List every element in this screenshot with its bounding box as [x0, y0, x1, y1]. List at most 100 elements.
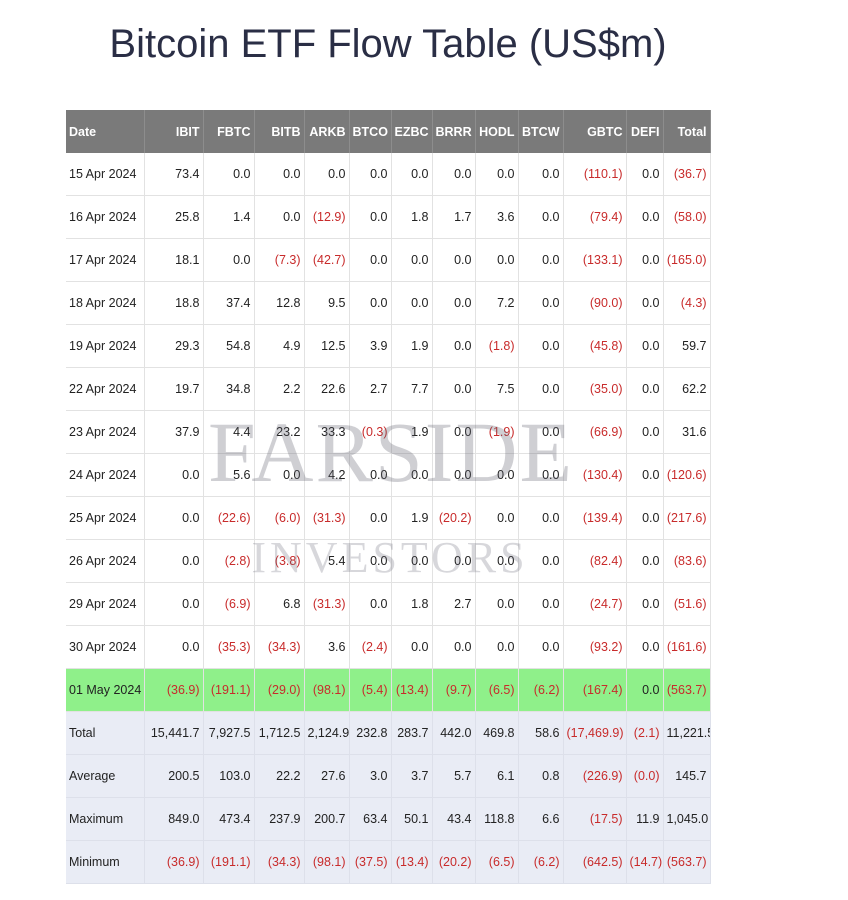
column-header-gbtc: GBTC — [563, 110, 627, 153]
cell-total: (51.6) — [663, 582, 711, 626]
cell-ibit: 29.3 — [144, 324, 204, 368]
cell-arkb: (31.3) — [304, 582, 350, 626]
header-row: Date IBIT FBTC BITB ARKB BTCO EZBC BRRR HODL BTCW… — [66, 110, 711, 153]
cell-ibit: 0.0 — [144, 625, 204, 669]
row-label: 01 May 2024 — [66, 668, 145, 712]
cell-fbtc: 473.4 — [203, 797, 255, 841]
cell-brrr: 0.0 — [432, 281, 476, 325]
cell-ibit: 0.0 — [144, 582, 204, 626]
cell-hodl: 0.0 — [475, 496, 519, 540]
cell-ibit: 73.4 — [144, 153, 204, 196]
cell-arkb: 27.6 — [304, 754, 350, 798]
cell-btcw: 0.8 — [518, 754, 564, 798]
cell-brrr: 43.4 — [432, 797, 476, 841]
cell-ezbc: 1.8 — [391, 195, 433, 239]
cell-brrr: (9.7) — [432, 668, 476, 712]
cell-btco: 0.0 — [349, 195, 392, 239]
cell-btco: 0.0 — [349, 153, 392, 196]
cell-arkb: (98.1) — [304, 668, 350, 712]
cell-btco: 232.8 — [349, 711, 392, 755]
cell-ibit: 19.7 — [144, 367, 204, 411]
cell-total: (83.6) — [663, 539, 711, 583]
cell-gbtc: (82.4) — [563, 539, 627, 583]
cell-ezbc: (13.4) — [391, 840, 433, 884]
column-header-brrr: BRRR — [432, 110, 476, 153]
cell-brrr: (20.2) — [432, 496, 476, 540]
cell-ibit: 200.5 — [144, 754, 204, 798]
cell-gbtc: (133.1) — [563, 238, 627, 282]
cell-fbtc: 0.0 — [203, 238, 255, 282]
cell-fbtc: (191.1) — [203, 668, 255, 712]
cell-total: (217.6) — [663, 496, 711, 540]
cell-ezbc: 0.0 — [391, 625, 433, 669]
flow-table-container: Date IBIT FBTC BITB ARKB BTCO EZBC BRRR HODL BTCW… — [66, 110, 711, 884]
cell-btco: 63.4 — [349, 797, 392, 841]
table-row: 25 Apr 2024 0.0 (22.6) (6.0) (31.3) 0.0 1.9 (20… — [66, 496, 711, 540]
cell-ibit: 25.8 — [144, 195, 204, 239]
cell-btcw: 0.0 — [518, 453, 564, 497]
cell-gbtc: (130.4) — [563, 453, 627, 497]
cell-defi: 0.0 — [626, 625, 664, 669]
cell-hodl: 0.0 — [475, 453, 519, 497]
cell-bitb: (29.0) — [254, 668, 305, 712]
cell-hodl: 7.5 — [475, 367, 519, 411]
cell-ibit: 18.8 — [144, 281, 204, 325]
cell-ibit: (36.9) — [144, 668, 204, 712]
cell-btco: 3.9 — [349, 324, 392, 368]
cell-hodl: (6.5) — [475, 840, 519, 884]
column-header-btcw: BTCW — [518, 110, 564, 153]
row-label: 26 Apr 2024 — [66, 539, 145, 583]
cell-arkb: 4.2 — [304, 453, 350, 497]
cell-arkb: 5.4 — [304, 539, 350, 583]
cell-total: 145.7 — [663, 754, 711, 798]
cell-bitb: 0.0 — [254, 153, 305, 196]
table-summary: Total 15,441.7 7,927.5 1,712.5 2,124.9 232.8 2… — [66, 711, 711, 884]
table-header: Date IBIT FBTC BITB ARKB BTCO EZBC BRRR HODL BTCW… — [66, 110, 711, 153]
cell-fbtc: 54.8 — [203, 324, 255, 368]
cell-hodl: 0.0 — [475, 582, 519, 626]
page-title: Bitcoin ETF Flow Table (US$m) — [109, 22, 667, 66]
cell-btco: (37.5) — [349, 840, 392, 884]
cell-arkb: (42.7) — [304, 238, 350, 282]
cell-bitb: 6.8 — [254, 582, 305, 626]
cell-total: (120.6) — [663, 453, 711, 497]
cell-fbtc: 0.0 — [203, 153, 255, 196]
cell-hodl: 0.0 — [475, 625, 519, 669]
row-label: 29 Apr 2024 — [66, 582, 145, 626]
cell-arkb: (31.3) — [304, 496, 350, 540]
cell-bitb: 22.2 — [254, 754, 305, 798]
cell-gbtc: (642.5) — [563, 840, 627, 884]
cell-btcw: (6.2) — [518, 668, 564, 712]
cell-bitb: 4.9 — [254, 324, 305, 368]
cell-defi: 0.0 — [626, 324, 664, 368]
cell-btcw: 0.0 — [518, 153, 564, 196]
cell-defi: 0.0 — [626, 539, 664, 583]
cell-brrr: 0.0 — [432, 410, 476, 454]
row-label: 18 Apr 2024 — [66, 281, 145, 325]
cell-ezbc: 1.9 — [391, 410, 433, 454]
cell-btco: (2.4) — [349, 625, 392, 669]
cell-hodl: 6.1 — [475, 754, 519, 798]
cell-ezbc: 0.0 — [391, 453, 433, 497]
row-label: Maximum — [66, 797, 145, 841]
cell-fbtc: (6.9) — [203, 582, 255, 626]
table-row: 22 Apr 2024 19.7 34.8 2.2 22.6 2.7 7.7 0.0 7.5 0.… — [66, 367, 711, 411]
cell-hodl: 0.0 — [475, 539, 519, 583]
cell-total: 31.6 — [663, 410, 711, 454]
column-header-total: Total — [663, 110, 711, 153]
cell-ezbc: 1.8 — [391, 582, 433, 626]
cell-btco: 3.0 — [349, 754, 392, 798]
cell-total: (4.3) — [663, 281, 711, 325]
cell-total: 11,221.5 — [663, 711, 711, 755]
cell-brrr: 0.0 — [432, 324, 476, 368]
table-row: 17 Apr 2024 18.1 0.0 (7.3) (42.7) 0.0 0.0 0.0 0.… — [66, 238, 711, 282]
cell-defi: 0.0 — [626, 367, 664, 411]
cell-brrr: 2.7 — [432, 582, 476, 626]
row-label: 15 Apr 2024 — [66, 153, 145, 196]
column-header-date: Date — [66, 110, 145, 153]
cell-hodl: (1.8) — [475, 324, 519, 368]
table-row: 23 Apr 2024 37.9 4.4 23.2 33.3 (0.3) 1.9 0.0 (1.… — [66, 410, 711, 454]
cell-fbtc: 4.4 — [203, 410, 255, 454]
cell-ezbc: 50.1 — [391, 797, 433, 841]
cell-bitb: (6.0) — [254, 496, 305, 540]
